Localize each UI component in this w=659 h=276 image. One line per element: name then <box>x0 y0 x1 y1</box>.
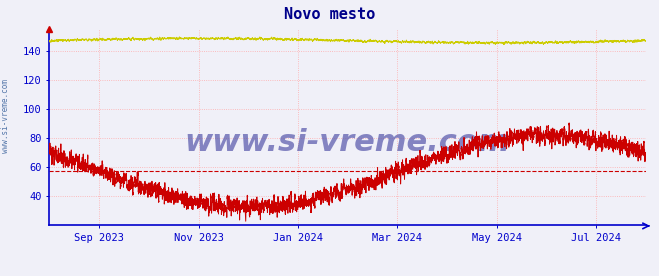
Text: www.si-vreme.com: www.si-vreme.com <box>1 79 10 153</box>
Text: www.si-vreme.com: www.si-vreme.com <box>185 128 511 157</box>
Text: Novo mesto: Novo mesto <box>284 7 375 22</box>
